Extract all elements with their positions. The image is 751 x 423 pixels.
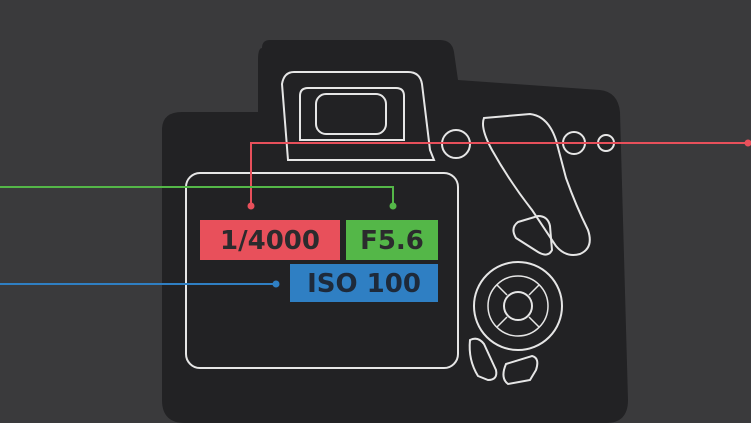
thumb-grip: [482, 112, 591, 256]
shutter-leader-dot: [247, 202, 255, 210]
aperture-leader-line: [0, 186, 394, 206]
viewfinder-window: [315, 93, 387, 135]
iso-text: ISO 100: [307, 269, 421, 299]
iso-leader-dot: [272, 280, 280, 288]
shutter-callout: [247, 139, 751, 210]
iso-callout: [0, 280, 280, 288]
shutter-leader-line: [250, 142, 748, 206]
small-button-upper: [512, 214, 554, 256]
aperture-text: F5.6: [360, 226, 424, 256]
small-button-bottom-left: [468, 337, 498, 382]
iso-label: ISO 100: [290, 264, 438, 302]
lcd-screen: [185, 172, 459, 369]
viewfinder-eyepiece: [299, 87, 405, 141]
shutter-speed-label: 1/4000: [200, 220, 340, 260]
viewfinder-housing: [280, 71, 436, 161]
aperture-callout: [0, 186, 397, 210]
shutter-leader-end: [744, 139, 751, 147]
aperture-label: F5.6: [346, 220, 438, 260]
aperture-leader-dot: [389, 202, 397, 210]
small-button-bottom-right: [502, 354, 539, 386]
control-dial: [473, 261, 563, 351]
shutter-speed-text: 1/4000: [220, 226, 320, 256]
